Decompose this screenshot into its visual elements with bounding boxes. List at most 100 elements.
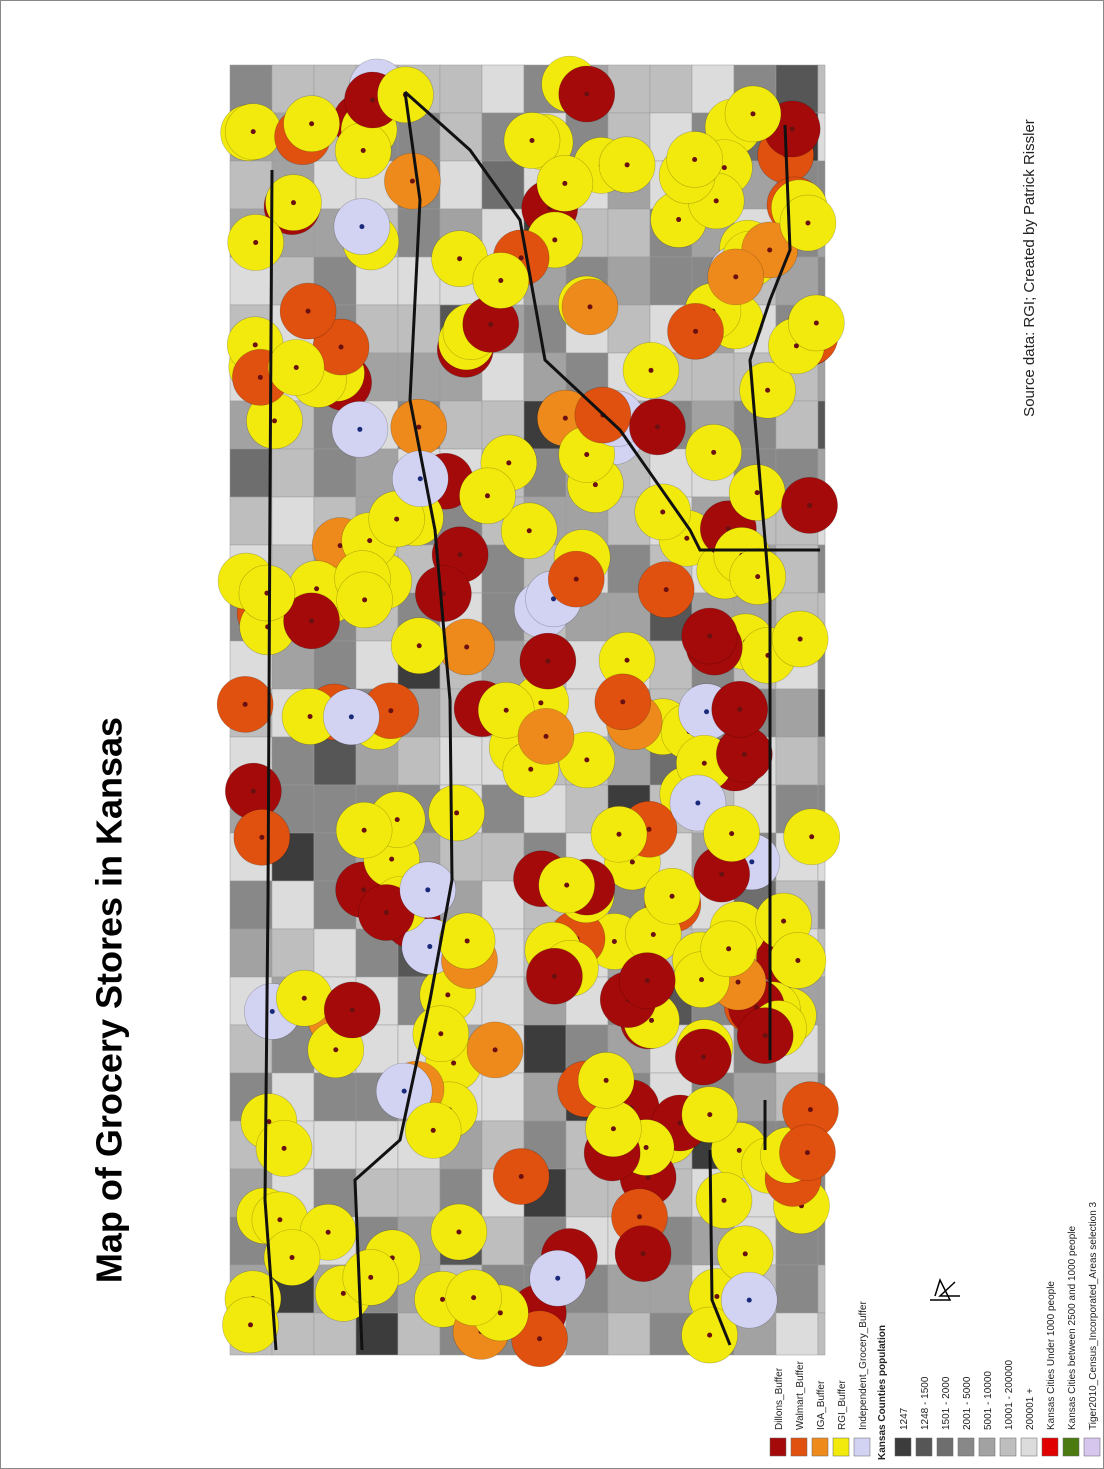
store — [699, 977, 705, 983]
store — [726, 946, 732, 952]
store — [417, 476, 423, 482]
store — [416, 424, 422, 430]
county — [817, 976, 826, 1026]
store — [498, 277, 504, 283]
store — [643, 1145, 649, 1151]
store — [266, 1119, 272, 1125]
store — [506, 460, 512, 466]
store — [695, 800, 701, 806]
store — [361, 827, 367, 833]
store — [290, 200, 296, 206]
store — [742, 1251, 748, 1257]
legend-swatch — [1083, 1437, 1101, 1457]
store — [526, 528, 532, 534]
store — [616, 831, 622, 837]
store — [762, 1033, 768, 1039]
store — [749, 859, 755, 865]
store — [259, 834, 265, 840]
county — [481, 1072, 525, 1122]
store — [624, 162, 630, 168]
legend-label: Walmart_Buffer — [795, 1360, 806, 1430]
county — [565, 1312, 609, 1356]
legend-swatch — [1020, 1437, 1038, 1457]
store — [676, 217, 682, 223]
legend-label: 1501 - 2000 — [941, 1376, 952, 1430]
store — [552, 237, 558, 243]
store — [693, 328, 699, 334]
store — [564, 882, 570, 888]
county — [817, 64, 826, 114]
store — [714, 1293, 720, 1299]
source-note: Source data: RGI; Created by Patrick Ris… — [1021, 119, 1038, 417]
store — [704, 709, 710, 715]
highway — [708, 1149, 732, 1346]
store — [451, 1060, 457, 1066]
store — [754, 1004, 760, 1010]
highway — [353, 91, 454, 1351]
store — [813, 320, 819, 326]
store — [584, 91, 590, 97]
store — [781, 918, 787, 924]
county — [397, 352, 441, 402]
store — [587, 304, 593, 310]
legend-swatch — [1041, 1437, 1059, 1457]
store — [750, 111, 756, 117]
store — [729, 831, 735, 837]
store — [637, 1214, 643, 1220]
store — [242, 701, 248, 707]
county — [481, 64, 525, 114]
store — [562, 415, 568, 421]
store — [741, 751, 747, 757]
store — [445, 992, 451, 998]
store — [640, 1251, 646, 1257]
store — [497, 1310, 503, 1316]
store — [610, 1126, 616, 1132]
arrow-n — [938, 1281, 960, 1297]
store — [545, 658, 551, 664]
store — [755, 574, 761, 580]
county — [817, 544, 826, 594]
highways — [263, 90, 820, 1351]
store — [307, 714, 313, 720]
county — [607, 64, 651, 114]
store — [551, 973, 557, 979]
county — [817, 1264, 826, 1314]
store — [767, 247, 773, 253]
store — [584, 451, 590, 457]
store — [250, 788, 256, 794]
store — [538, 700, 544, 706]
county — [775, 688, 819, 738]
store — [293, 364, 299, 370]
store — [737, 706, 743, 712]
county — [817, 688, 826, 738]
county — [229, 928, 273, 978]
store — [409, 178, 415, 184]
highway — [263, 169, 278, 1351]
store — [440, 1296, 446, 1302]
legend-label: IGA_Buffer — [816, 1380, 827, 1430]
store — [654, 424, 660, 430]
store — [573, 576, 579, 582]
legend-label: 1247 — [899, 1407, 910, 1430]
store — [795, 957, 801, 963]
legend-swatch — [1062, 1437, 1080, 1457]
store — [457, 256, 463, 262]
arrow — [930, 1278, 952, 1301]
store — [360, 148, 366, 154]
store — [394, 516, 400, 522]
store — [518, 255, 524, 261]
store — [394, 817, 400, 823]
legend-label: 1248 - 1500 — [920, 1376, 931, 1430]
store — [359, 224, 365, 230]
store — [603, 1077, 609, 1083]
store — [271, 418, 277, 424]
legend-swatch — [999, 1437, 1017, 1457]
store — [248, 1322, 254, 1328]
store — [250, 129, 256, 135]
store — [700, 1054, 706, 1060]
legend-label: Kansas Cities between 2500 and 1000 peop… — [1067, 1226, 1078, 1430]
legend-swatch — [894, 1437, 912, 1457]
store — [650, 932, 656, 938]
legend-swatch — [769, 1437, 787, 1457]
store — [733, 274, 739, 280]
